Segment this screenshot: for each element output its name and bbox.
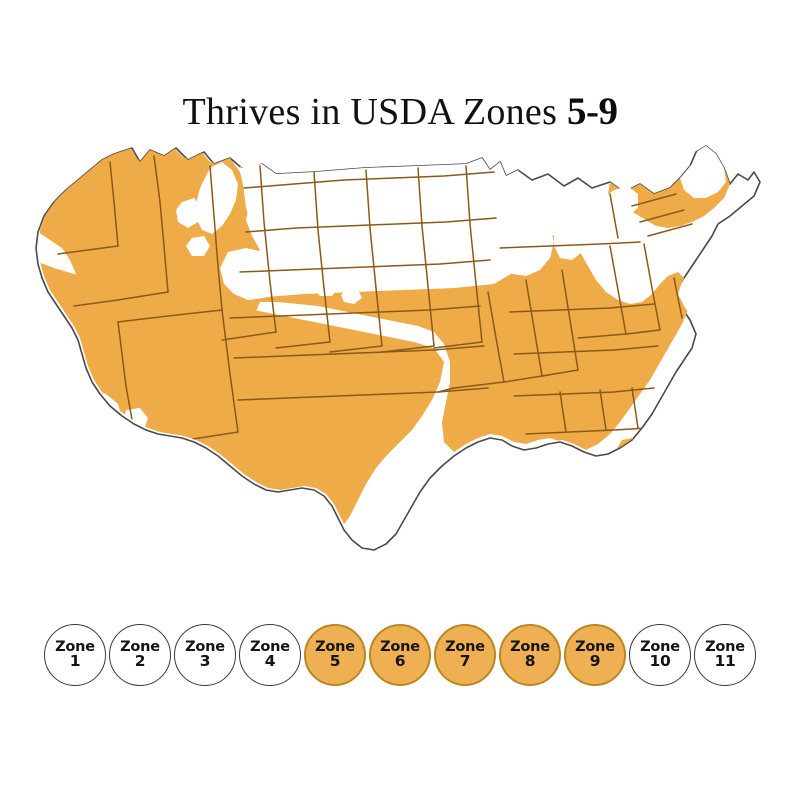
zone-badge-label: Zone [120,638,160,655]
cold-cutout-great-lakes [498,208,554,276]
cold-cutout-idaho-speckle-a [176,198,202,228]
zone-badge-number: 2 [134,652,146,671]
zone-badge-label: Zone [185,638,225,655]
title-zone-range: 5-9 [566,90,618,133]
zone-fill-southwest [38,262,444,544]
zone-badge-6[interactable]: Zone 6 [369,624,431,686]
zone-badge-2[interactable]: Zone 2 [109,624,171,686]
zone-badge-number: 1 [69,652,81,671]
zone-badge-10[interactable]: Zone 10 [629,624,691,686]
zone-badge-label: Zone [640,638,680,655]
zone-badge-number: 9 [589,652,601,671]
zone-badge-4[interactable]: Zone 4 [239,624,301,686]
warm-cutout-south-florida [626,522,652,548]
warm-cutout-south-texas [358,528,386,548]
cold-cutout-plains-speckle-a [288,268,314,288]
cold-cutout-northern-plains [240,158,524,268]
zone-badge-number: 10 [649,652,671,671]
zone-badge-5[interactable]: Zone 5 [304,624,366,686]
cold-cutout-plains-speckle-c [341,290,362,304]
zone-badge-number: 11 [714,652,736,671]
page-title: Thrives in USDA Zones 5-9 [0,92,800,131]
zone-badge-label: Zone [510,638,550,655]
cold-cutout-michigan-mitt [554,216,588,260]
zone-badge-number: 4 [264,652,276,671]
zone-legend: Zone 1 Zone 2 Zone 3 Zone 4 Zone 5 Zone … [0,615,800,695]
zone-badge-number: 8 [524,652,536,671]
highlighted-zone-region [38,146,730,544]
zone-badge-label: Zone [380,638,420,655]
zone-badge-label: Zone [250,638,290,655]
cold-cutout-northern-rockies [196,162,238,234]
usda-zone-map [14,142,786,594]
zone-badge-7[interactable]: Zone 7 [434,624,496,686]
zone-badge-3[interactable]: Zone 3 [174,624,236,686]
zone-badge-1[interactable]: Zone 1 [44,624,106,686]
state-boundaries [57,155,693,443]
cold-cutout-idaho-speckle-b [186,236,210,256]
zone-badge-number: 3 [199,652,211,671]
zone-badge-label: Zone [315,638,355,655]
zone-badge-number: 7 [459,652,471,671]
zone-fill-central [214,234,690,452]
zone-badge-8[interactable]: Zone 8 [499,624,561,686]
zone-badge-number: 6 [394,652,406,671]
title-zones-word: Zones [462,91,567,133]
cold-cutout-plains-speckle-b [314,280,338,296]
zone-badge-label: Zone [445,638,485,655]
cold-cutout-adirondacks [574,200,604,226]
cold-cutout-upstate-ny [606,186,638,216]
title-prefix: Thrives in USDA [182,91,463,133]
zone-badge-11[interactable]: Zone 11 [694,624,756,686]
us-map-svg [35,145,761,551]
zone-badge-label: Zone [55,638,95,655]
zone-badge-label: Zone [705,638,745,655]
zone-badge-label: Zone [575,638,615,655]
zone-badge-9[interactable]: Zone 9 [564,624,626,686]
zone-fill-florida [606,438,662,544]
zone-badge-number: 5 [329,652,341,671]
cold-cutout-northern-maine [680,146,726,198]
